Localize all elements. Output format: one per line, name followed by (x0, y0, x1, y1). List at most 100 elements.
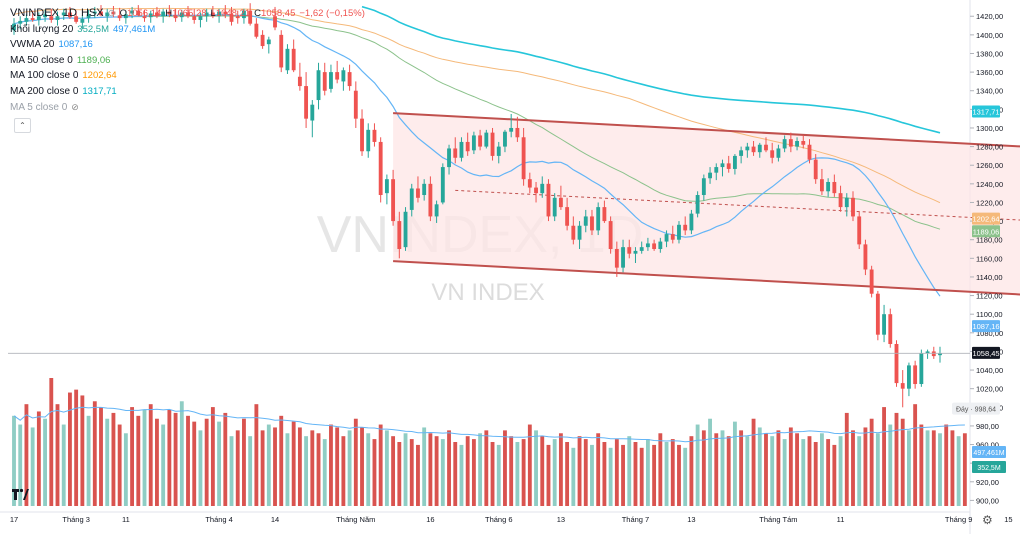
candle-body (751, 146, 756, 153)
candle-body (372, 129, 377, 142)
candle-body (173, 15, 178, 19)
candle-body (745, 146, 750, 151)
eye-hidden-icon[interactable]: ⊘ (71, 101, 79, 112)
candle-body (900, 383, 905, 389)
candle-body (397, 221, 402, 250)
candle-body (925, 351, 930, 354)
volume-bar (61, 424, 66, 506)
candle-body (639, 247, 644, 251)
volume-bar (397, 442, 402, 506)
symbol-row: VNINDEX 1D HSX ⊙ O1056,14 H1065,28 L1048… (10, 6, 365, 22)
volume-bar (701, 430, 706, 506)
candle-body (459, 141, 464, 158)
candle-body (677, 224, 681, 240)
candle-body (341, 70, 346, 82)
watermark-name: VN INDEX (431, 279, 544, 306)
candle-body (266, 39, 271, 45)
volume-bar (645, 439, 650, 506)
symbol-name[interactable]: VNINDEX (10, 7, 59, 19)
volume-bar (633, 442, 638, 506)
candle-body (210, 12, 215, 17)
volume-bar (614, 439, 619, 506)
volume-bar (764, 433, 768, 506)
candle-body (652, 243, 657, 250)
volume-bar (229, 436, 234, 506)
price-label-bg (972, 320, 1000, 333)
volume-bar (670, 439, 675, 506)
candle-body (515, 127, 520, 138)
volume-bar (503, 430, 507, 506)
candle-body (117, 15, 122, 19)
candle-body (484, 132, 489, 147)
y-tick-label: 1180,00 (976, 236, 1003, 245)
ohlc-open: O1056,14 (119, 8, 162, 19)
candle-body (229, 14, 234, 22)
volume-bar (447, 430, 451, 506)
indicator-ma200[interactable]: MA 200 close 0 1317,71 (10, 85, 117, 97)
volume-bar (751, 418, 756, 506)
indicator-volume[interactable]: Khối lượng 20 352,5M 497,461M (10, 23, 156, 35)
volume-bar (919, 424, 924, 506)
candle-body (521, 137, 526, 180)
volume-bar (291, 421, 296, 506)
gear-icon[interactable]: ⚙ (982, 513, 993, 527)
volume-bar (74, 389, 79, 506)
tradingview-logo-icon[interactable] (11, 486, 29, 502)
volume-bar (776, 430, 781, 506)
candle-body (627, 247, 632, 254)
channel-lower-line (393, 260, 1020, 296)
volume-bar (683, 447, 688, 506)
volume-bar (329, 424, 333, 506)
volume-bar (608, 447, 613, 506)
volume-bar (297, 427, 302, 506)
volume-bar (577, 436, 582, 506)
collapse-legend-button[interactable]: ⌃ (14, 118, 31, 133)
y-tick-label: 1040,00 (976, 366, 1003, 375)
y-tick-label: 1240,00 (976, 180, 1003, 189)
y-tick-label: 1420,00 (976, 12, 1003, 21)
candle-body (186, 12, 190, 17)
volume-bar (360, 427, 364, 506)
indicator-ma50[interactable]: MA 50 close 0 1189,06 (10, 54, 111, 66)
chart-legend: VNINDEX 1D HSX ⊙ O1056,14 H1065,28 L1048… (10, 6, 365, 115)
x-tick-label: 11 (837, 515, 845, 524)
volume-bar (801, 439, 806, 506)
volume-bar (471, 439, 476, 506)
volume-bar (322, 439, 327, 506)
candle-body (838, 193, 843, 208)
volume-bar (422, 427, 427, 506)
indicator-ma100[interactable]: MA 100 close 0 1202,64 (10, 70, 117, 82)
price-label: 1058,45 (972, 349, 999, 358)
candle-body (832, 181, 837, 194)
volume-bar (273, 427, 277, 506)
volume-bar (590, 444, 594, 506)
volume-bar (142, 410, 147, 506)
volume-bar (192, 421, 197, 506)
volume-bar (757, 427, 762, 506)
indicator-ma5[interactable]: MA 5 close 0 ⊘ (10, 100, 365, 116)
volume-bar (720, 430, 725, 506)
indicator-vwma[interactable]: VWMA 20 1087,16 (10, 39, 93, 51)
candle-body (422, 183, 427, 196)
volume-bar (148, 404, 153, 506)
volume-bar (962, 433, 967, 506)
channel-upper-line (393, 112, 1020, 148)
candle-body (596, 207, 601, 231)
candle-body (130, 10, 135, 14)
candle-body (273, 16, 277, 28)
volume-bar (863, 427, 868, 506)
y-tick-label: 1120,00 (976, 292, 1003, 301)
y-tick-label: 1360,00 (976, 68, 1003, 77)
interval[interactable]: 1D (62, 7, 77, 19)
volume-bar (341, 436, 346, 506)
volume-bar (372, 439, 377, 506)
y-tick-label: 1100,00 (976, 310, 1003, 319)
channel-mid-line (455, 189, 1020, 221)
candle-body (80, 19, 85, 23)
candle-body (571, 225, 576, 240)
volume-bar (732, 421, 737, 506)
volume-bar (105, 418, 110, 506)
volume-bar (813, 442, 818, 506)
x-tick-label: 16 (426, 515, 434, 524)
